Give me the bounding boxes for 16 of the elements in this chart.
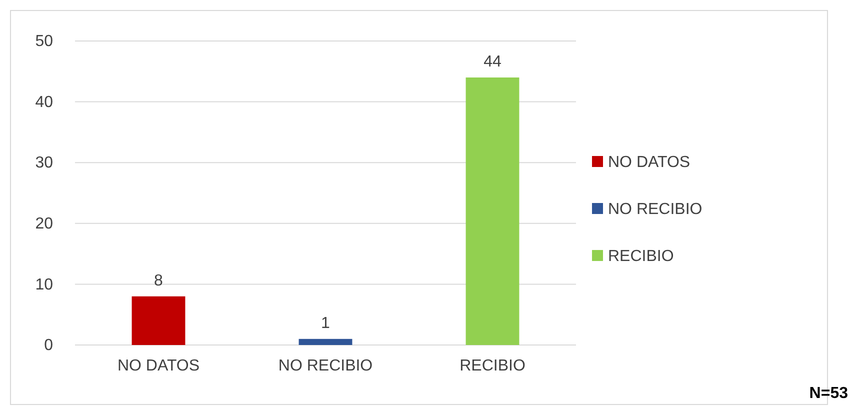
legend-label: NO DATOS xyxy=(608,154,690,171)
text: N=53 xyxy=(809,385,848,402)
x-tick-label: NO RECIBIO xyxy=(278,357,373,374)
y-tick-label: 0 xyxy=(44,337,54,354)
y-tick-label: 40 xyxy=(35,94,54,111)
y-tick-label: 30 xyxy=(35,154,54,172)
x-tick-label: NO DATOS xyxy=(117,357,200,374)
data-label: 8 xyxy=(154,272,164,290)
data-label: 44 xyxy=(484,53,502,70)
legend-label: NO RECIBIO xyxy=(608,201,702,218)
y-tick-label: 50 xyxy=(35,33,54,50)
data-label: 1 xyxy=(321,314,330,332)
x-tick-label: RECIBIO xyxy=(460,357,526,374)
y-tick-label: 10 xyxy=(35,276,54,294)
legend-label: RECIBIO xyxy=(608,248,674,265)
y-tick-label: 20 xyxy=(35,216,54,233)
